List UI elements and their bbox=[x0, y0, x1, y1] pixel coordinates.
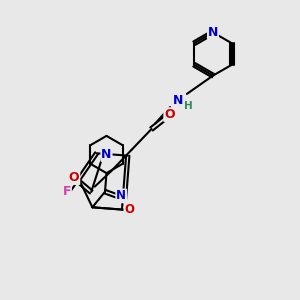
Text: N: N bbox=[208, 26, 218, 39]
Text: F: F bbox=[63, 185, 71, 198]
Text: O: O bbox=[164, 108, 175, 121]
Text: H: H bbox=[184, 101, 193, 111]
Text: N: N bbox=[173, 94, 184, 107]
Text: O: O bbox=[124, 202, 134, 216]
Text: N: N bbox=[116, 189, 126, 203]
Text: N: N bbox=[101, 148, 112, 161]
Text: O: O bbox=[69, 171, 80, 184]
